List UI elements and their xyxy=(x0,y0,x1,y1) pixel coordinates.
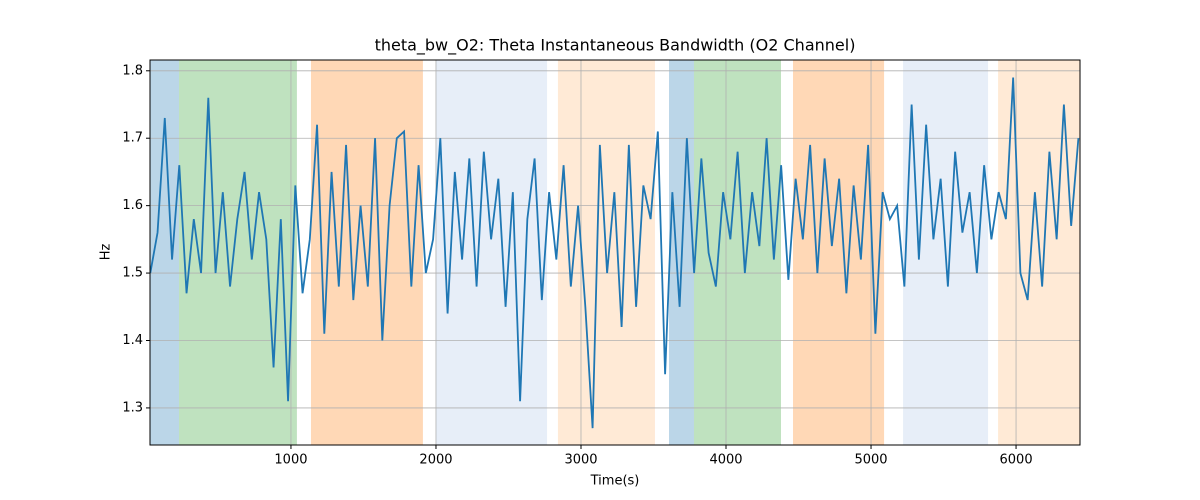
y-tick-label: 1.8 xyxy=(122,63,143,78)
x-tick-label: 2000 xyxy=(419,453,452,468)
y-tick-label: 1.7 xyxy=(122,131,143,146)
shaded-span xyxy=(693,60,781,445)
data-line xyxy=(149,77,1080,429)
plot-frame xyxy=(149,59,1081,446)
chart-title: theta_bw_O2: Theta Instantaneous Bandwid… xyxy=(375,36,856,56)
x-axis-label: Time(s) xyxy=(590,474,640,489)
x-tick-label: 6000 xyxy=(1000,453,1033,468)
y-tick-label: 1.5 xyxy=(122,266,143,281)
y-axis-label: Hz xyxy=(99,244,114,261)
shaded-span xyxy=(793,60,885,445)
x-tick-label: 1000 xyxy=(274,453,307,468)
x-tick-label: 5000 xyxy=(854,453,887,468)
y-tick-label: 1.3 xyxy=(122,400,143,415)
x-tick-label: 3000 xyxy=(564,453,597,468)
shaded-span xyxy=(310,60,423,445)
y-tick-label: 1.6 xyxy=(122,198,143,213)
y-tick-label: 1.4 xyxy=(122,333,143,348)
x-tick-label: 4000 xyxy=(709,453,742,468)
shaded-span xyxy=(435,60,548,445)
